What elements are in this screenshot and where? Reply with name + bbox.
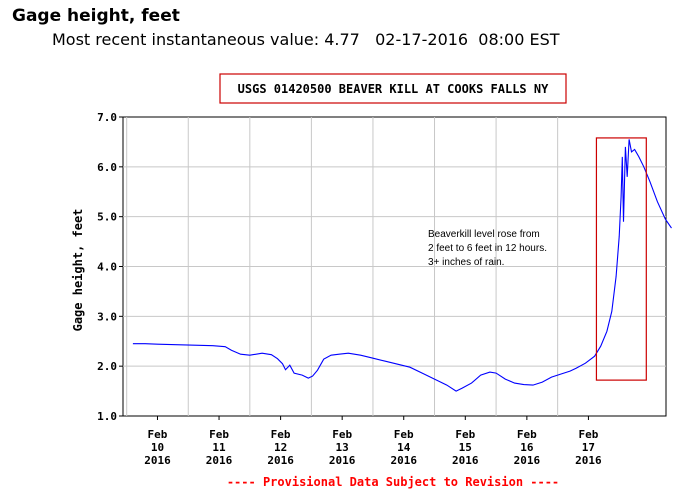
y-tick-label: 2.0 xyxy=(97,360,117,373)
y-tick-label: 1.0 xyxy=(97,410,117,423)
x-tick-year: 2016 xyxy=(575,454,602,467)
x-tick-year: 2016 xyxy=(267,454,294,467)
x-tick-month: Feb xyxy=(394,428,414,441)
series-line xyxy=(132,139,672,392)
x-tick-month: Feb xyxy=(332,428,352,441)
highlight-box xyxy=(595,137,647,381)
x-tick-day: 14 xyxy=(397,441,411,454)
x-tick-day: 16 xyxy=(520,441,534,454)
x-tick-year: 2016 xyxy=(514,454,541,467)
x-tick-day: 15 xyxy=(459,441,472,454)
y-tick-label: 5.0 xyxy=(97,211,117,224)
x-tick-day: 13 xyxy=(336,441,349,454)
annotation-line-3: 3+ inches of rain. xyxy=(428,257,504,268)
y-tick-label: 3.0 xyxy=(97,310,117,323)
x-tick-year: 2016 xyxy=(390,454,417,467)
header-title: Gage height, feet xyxy=(12,6,180,26)
annotation-line-1: Beaverkill level rose from xyxy=(428,229,540,240)
x-tick-month: Feb xyxy=(271,428,291,441)
x-tick-year: 2016 xyxy=(206,454,233,467)
chart-title-box xyxy=(219,73,567,104)
x-tick-day: 11 xyxy=(212,441,226,454)
provisional-footer: ---- Provisional Data Subject to Revisio… xyxy=(227,475,559,489)
x-tick-year: 2016 xyxy=(329,454,356,467)
x-tick-day: 10 xyxy=(151,441,164,454)
x-tick-month: Feb xyxy=(148,428,168,441)
x-axis: Feb102016Feb112016Feb122016Feb132016Feb1… xyxy=(144,416,602,467)
y-axis: 1.0 2.0 3.0 4.0 5.0 6.0 7.0 xyxy=(97,111,123,423)
series-layer xyxy=(132,139,672,392)
x-tick-day: 12 xyxy=(274,441,287,454)
y-tick-label: 6.0 xyxy=(97,161,117,174)
y-tick-label: 7.0 xyxy=(97,111,117,124)
y-axis-label: Gage height, feet xyxy=(71,209,85,332)
x-tick-month: Feb xyxy=(209,428,229,441)
x-tick-year: 2016 xyxy=(144,454,171,467)
annotation-line-2: 2 feet to 6 feet in 12 hours. xyxy=(428,243,547,254)
x-tick-year: 2016 xyxy=(452,454,479,467)
chart-title: USGS 01420500 BEAVER KILL AT COOKS FALLS… xyxy=(238,82,549,96)
header-subtitle: Most recent instantaneous value: 4.77 02… xyxy=(52,30,560,49)
x-tick-month: Feb xyxy=(517,428,537,441)
x-tick-day: 17 xyxy=(582,441,595,454)
y-tick-label: 4.0 xyxy=(97,261,117,274)
annotation: Beaverkill level rose from 2 feet to 6 f… xyxy=(428,229,547,268)
x-tick-month: Feb xyxy=(455,428,475,441)
x-tick-month: Feb xyxy=(578,428,598,441)
grid-lines xyxy=(123,117,666,416)
